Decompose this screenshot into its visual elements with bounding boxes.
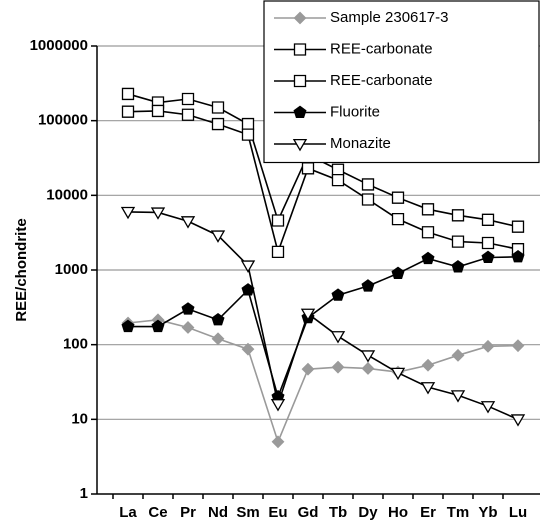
marker [271, 214, 285, 227]
x-tick-label: Ce [148, 504, 167, 521]
y-tick-label: 10 [71, 410, 88, 427]
marker [451, 348, 465, 362]
marker [361, 193, 375, 206]
marker [271, 435, 285, 449]
y-tick-label: 1 [80, 485, 88, 502]
x-tick-label: Tm [447, 504, 470, 521]
y-tick-label: 1000000 [30, 37, 88, 54]
marker [420, 382, 436, 395]
marker [331, 173, 345, 187]
marker [121, 319, 135, 333]
marker [451, 260, 465, 273]
marker [121, 105, 135, 118]
marker [481, 250, 495, 264]
marker [481, 236, 495, 250]
legend-label: Sample 230617-3 [330, 9, 448, 26]
marker [361, 279, 375, 292]
x-tick-label: Tb [329, 504, 347, 521]
y-tick-label: 100000 [38, 112, 88, 129]
marker [481, 213, 495, 226]
marker [301, 162, 315, 175]
marker [211, 332, 225, 346]
marker [181, 321, 195, 334]
marker [121, 87, 135, 101]
marker [270, 399, 286, 412]
x-tick-label: Gd [298, 504, 319, 521]
marker [361, 362, 375, 375]
marker [480, 401, 496, 414]
marker [451, 209, 465, 222]
marker [151, 104, 165, 118]
marker [240, 260, 256, 273]
marker [300, 308, 316, 322]
marker [293, 11, 307, 25]
marker [181, 92, 195, 106]
x-tick-label: Lu [509, 504, 527, 521]
marker [451, 235, 465, 248]
marker [481, 339, 495, 353]
marker [511, 339, 525, 353]
marker [361, 178, 375, 191]
marker [421, 203, 435, 216]
marker [211, 312, 225, 326]
y-tick-label: 10000 [46, 186, 88, 203]
marker [293, 43, 307, 56]
x-tick-label: Nd [208, 504, 228, 521]
legend-label: REE-carbonate [330, 40, 433, 57]
x-tick-label: La [119, 504, 137, 521]
marker [241, 342, 255, 356]
marker [421, 251, 435, 265]
marker [511, 249, 525, 263]
x-tick-label: Pr [180, 504, 196, 521]
marker [241, 117, 255, 131]
legend-label: Fluorite [330, 103, 380, 120]
marker [241, 128, 255, 141]
marker [120, 206, 136, 220]
x-tick-label: Sm [236, 504, 259, 521]
marker [330, 331, 346, 344]
marker [211, 117, 225, 131]
marker [150, 207, 166, 220]
marker [151, 319, 165, 333]
marker [391, 266, 405, 279]
x-tick-label: Yb [478, 504, 497, 521]
marker [210, 230, 226, 243]
y-tick-label: 100 [63, 336, 88, 353]
marker [510, 414, 526, 427]
y-tick-label: 1000 [55, 261, 88, 278]
marker [511, 220, 525, 233]
x-tick-label: Dy [358, 504, 378, 521]
x-tick-label: Eu [268, 504, 287, 521]
marker [450, 390, 466, 403]
marker [421, 226, 435, 239]
marker [293, 105, 307, 119]
marker [301, 362, 315, 376]
marker [293, 74, 307, 88]
x-tick-label: Er [420, 504, 436, 521]
marker [360, 350, 376, 363]
marker [331, 360, 345, 374]
marker [331, 163, 345, 176]
x-tick-label: Ho [388, 504, 408, 521]
marker [292, 138, 308, 152]
series-line [127, 319, 519, 445]
marker [211, 101, 225, 114]
marker [181, 302, 195, 315]
marker [391, 212, 405, 226]
y-axis-label: REE/chondrite [13, 218, 30, 321]
marker [421, 358, 435, 372]
marker [271, 245, 285, 259]
legend-label: Monazite [330, 135, 391, 152]
marker [181, 108, 195, 121]
legend-label: REE-carbonate [330, 72, 433, 89]
marker [331, 288, 345, 301]
marker [390, 367, 406, 381]
marker [391, 191, 405, 204]
marker [180, 216, 196, 229]
